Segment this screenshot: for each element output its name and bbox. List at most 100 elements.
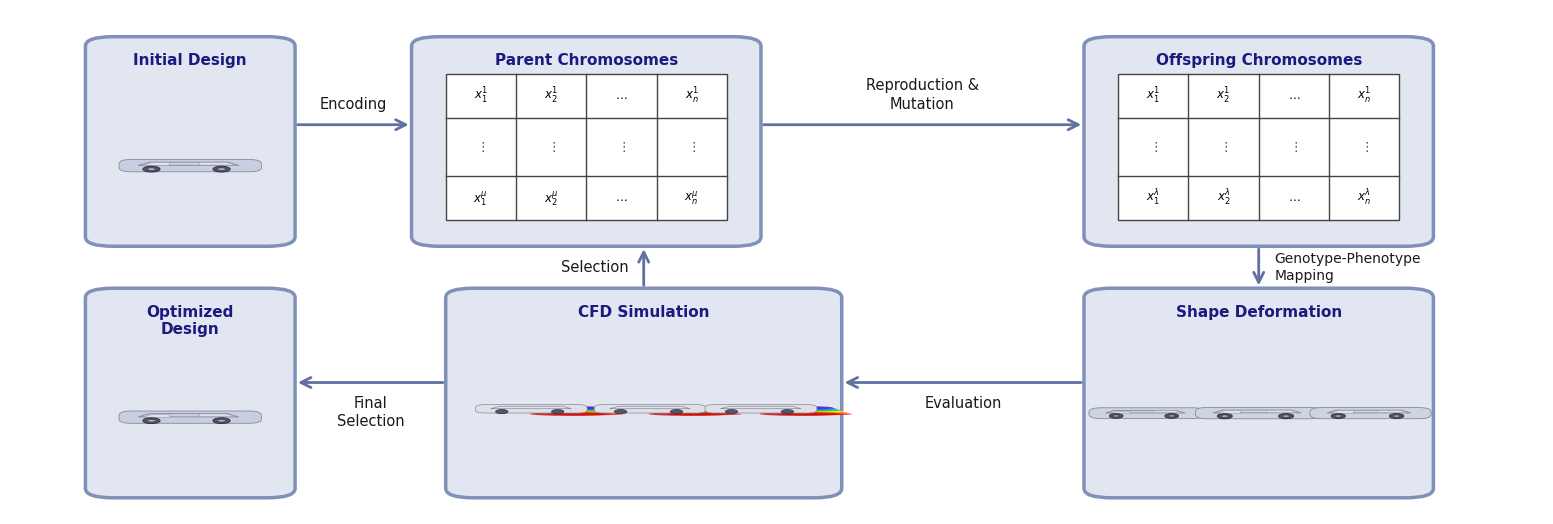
Circle shape [1390, 413, 1404, 419]
Text: CFD Simulation: CFD Simulation [578, 305, 710, 320]
Bar [446, 74, 727, 220]
Ellipse shape [784, 407, 836, 410]
Circle shape [551, 410, 564, 414]
Text: $\vdots$: $\vdots$ [688, 140, 696, 154]
FancyBboxPatch shape [475, 405, 587, 413]
Circle shape [148, 419, 155, 422]
Text: $x_2^1$: $x_2^1$ [544, 86, 558, 106]
Text: Optimized
Design: Optimized Design [146, 305, 235, 337]
FancyBboxPatch shape [595, 405, 707, 413]
Ellipse shape [759, 412, 840, 416]
Ellipse shape [671, 409, 730, 412]
Polygon shape [1378, 410, 1409, 413]
Ellipse shape [550, 411, 617, 413]
Circle shape [495, 410, 508, 414]
Circle shape [1334, 415, 1342, 417]
Ellipse shape [116, 420, 264, 422]
Ellipse shape [548, 413, 623, 416]
Text: Parent Chromosomes: Parent Chromosomes [495, 53, 677, 69]
Text: $\vdots$: $\vdots$ [547, 140, 556, 154]
Text: Genotype-Phenotype
Mapping: Genotype-Phenotype Mapping [1273, 252, 1421, 283]
Polygon shape [1109, 411, 1131, 413]
Circle shape [1114, 415, 1120, 417]
Text: $x_n^\mu$: $x_n^\mu$ [685, 190, 699, 207]
Circle shape [213, 418, 230, 423]
FancyBboxPatch shape [1309, 408, 1430, 419]
Text: Offspring Chromosomes: Offspring Chromosomes [1155, 53, 1362, 69]
Text: Selection: Selection [561, 260, 627, 275]
Circle shape [1218, 413, 1232, 419]
Text: $x_n^1$: $x_n^1$ [685, 86, 699, 106]
Text: Shape Deformation: Shape Deformation [1176, 305, 1342, 320]
Text: $\cdots$: $\cdots$ [615, 90, 627, 103]
Ellipse shape [554, 406, 603, 409]
Ellipse shape [778, 413, 853, 416]
Ellipse shape [553, 409, 612, 412]
Ellipse shape [669, 410, 733, 412]
Polygon shape [1213, 410, 1301, 413]
Polygon shape [1267, 410, 1300, 412]
Circle shape [615, 410, 627, 414]
Text: $\vdots$: $\vdots$ [1289, 140, 1298, 154]
Ellipse shape [674, 406, 722, 409]
Polygon shape [721, 406, 801, 409]
Ellipse shape [672, 407, 725, 410]
Circle shape [217, 419, 225, 422]
Text: $\vdots$: $\vdots$ [1149, 140, 1157, 154]
Text: Initial Design: Initial Design [134, 53, 247, 69]
Polygon shape [138, 413, 239, 417]
Circle shape [143, 166, 160, 172]
Text: $x_n^1$: $x_n^1$ [1357, 86, 1371, 106]
Circle shape [1393, 415, 1401, 417]
Bar [1118, 74, 1399, 220]
FancyBboxPatch shape [705, 405, 817, 413]
Polygon shape [141, 414, 169, 417]
Circle shape [781, 410, 794, 414]
FancyBboxPatch shape [1084, 37, 1433, 246]
Polygon shape [1106, 410, 1185, 413]
Polygon shape [1329, 410, 1353, 413]
Circle shape [1331, 413, 1345, 419]
Ellipse shape [669, 411, 736, 413]
Ellipse shape [780, 412, 849, 414]
Text: $\vdots$: $\vdots$ [1219, 140, 1228, 154]
Circle shape [1221, 415, 1228, 418]
Text: $x_2^\lambda$: $x_2^\lambda$ [1216, 188, 1230, 208]
Polygon shape [138, 162, 239, 166]
FancyBboxPatch shape [85, 37, 295, 246]
Text: $\cdots$: $\cdots$ [615, 192, 627, 205]
Ellipse shape [649, 412, 730, 416]
Ellipse shape [553, 408, 609, 411]
Ellipse shape [668, 413, 742, 416]
FancyBboxPatch shape [1084, 288, 1433, 498]
Text: Reproduction &
Mutation: Reproduction & Mutation [867, 78, 978, 112]
Polygon shape [1216, 410, 1241, 412]
Text: $x_1^1$: $x_1^1$ [1146, 86, 1160, 106]
FancyBboxPatch shape [120, 159, 261, 172]
Ellipse shape [1308, 416, 1432, 418]
Circle shape [143, 418, 160, 423]
Circle shape [1168, 415, 1176, 417]
Polygon shape [1154, 411, 1183, 413]
Text: $\vdots$: $\vdots$ [477, 140, 485, 154]
Ellipse shape [530, 412, 610, 416]
Circle shape [1165, 413, 1179, 418]
Text: $\vdots$: $\vdots$ [1360, 140, 1368, 154]
Text: $x_2^\mu$: $x_2^\mu$ [544, 189, 559, 208]
Text: $x_1^1$: $x_1^1$ [474, 86, 488, 106]
FancyBboxPatch shape [1089, 408, 1205, 419]
Text: Encoding: Encoding [320, 96, 387, 112]
Ellipse shape [1194, 416, 1323, 418]
Circle shape [213, 166, 230, 172]
Ellipse shape [781, 409, 842, 412]
Ellipse shape [116, 169, 264, 171]
Ellipse shape [550, 412, 620, 414]
Text: Evaluation: Evaluation [924, 396, 1002, 411]
FancyBboxPatch shape [412, 37, 761, 246]
FancyBboxPatch shape [85, 288, 295, 498]
Ellipse shape [781, 410, 845, 412]
Circle shape [725, 410, 738, 414]
Polygon shape [199, 414, 236, 417]
FancyBboxPatch shape [446, 288, 842, 498]
Polygon shape [609, 406, 690, 409]
